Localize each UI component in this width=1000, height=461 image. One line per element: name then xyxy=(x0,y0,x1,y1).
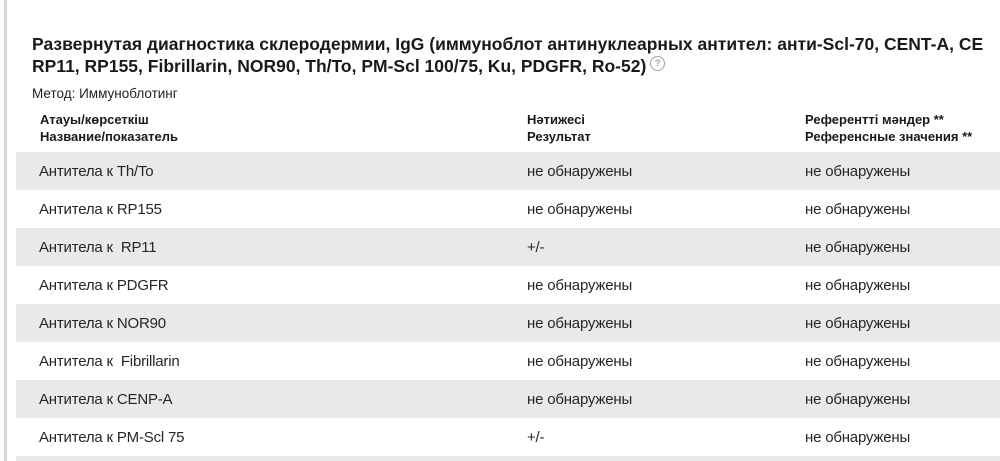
analyte-name: Антитела к PM-Scl 75 xyxy=(39,428,185,446)
reference-value: не обнаружены xyxy=(805,352,911,370)
table-row: Антитела к Fibrillarin не обнаружены не … xyxy=(16,342,1000,380)
result-value: не обнаружены xyxy=(527,200,633,218)
analyte-name: Антитела к RP11 xyxy=(39,238,157,256)
reference-value: не обнаружены xyxy=(805,390,911,408)
column-header-result: Нәтижесі Результат xyxy=(527,111,805,145)
reference-value: не обнаружены xyxy=(805,276,911,294)
test-title-line-2: RP11, RP155, Fibrillarin, NOR90, Th/To, … xyxy=(32,55,1000,77)
test-title-line-1: Развернутая диагностика склеродермии, Ig… xyxy=(32,34,984,54)
test-title-line-2-text: RP11, RP155, Fibrillarin, NOR90, Th/To, … xyxy=(32,56,647,76)
table-row: Антитела к NOR90 не обнаружены не обнару… xyxy=(16,304,1000,342)
reference-value: не обнаружены xyxy=(805,162,911,180)
result-value: не обнаружены xyxy=(527,314,633,332)
analyte-name: Антитела к CENP-A xyxy=(39,390,173,408)
column-header-reference-kk: Референтті мәндер ** xyxy=(805,112,944,127)
column-header-reference-ru: Референсные значения ** xyxy=(805,129,973,144)
reference-value: не обнаружены xyxy=(805,238,911,256)
result-value: не обнаружены xyxy=(527,352,633,370)
column-header-name: Атауы/көрсеткіш Название/показатель xyxy=(16,111,527,145)
column-header-reference: Референтті мәндер ** Референсные значени… xyxy=(805,111,1000,145)
reference-value: не обнаружены xyxy=(805,428,911,446)
table-row: Антитела к RP11 +/- не обнаружены xyxy=(16,228,1000,266)
result-value: не обнаружены xyxy=(527,390,633,408)
lab-results-panel: Развернутая диагностика склеродермии, Ig… xyxy=(16,0,1000,461)
result-value: +/- xyxy=(527,238,545,256)
analyte-name: Антитела к RP155 xyxy=(39,200,162,218)
test-title: Развернутая диагностика склеродермии, Ig… xyxy=(16,33,1000,77)
table-header: Атауы/көрсеткіш Название/показатель Нәти… xyxy=(16,111,1000,145)
reference-value: не обнаружены xyxy=(805,314,911,332)
method-label: Метод: Иммуноблотинг xyxy=(32,86,178,101)
table-row: Антитела к CENP-A не обнаружены не обнар… xyxy=(16,380,1000,418)
table-row: Антитела к PDGFR не обнаружены не обнару… xyxy=(16,266,1000,304)
analyte-name: Антитела к Th/To xyxy=(39,162,154,180)
column-header-result-kk: Нәтижесі xyxy=(527,112,585,127)
column-header-name-kk: Атауы/көрсеткіш xyxy=(40,112,149,127)
table-row: Антитела к PM-Scl 75 +/- не обнаружены xyxy=(16,418,1000,456)
result-value: +/- xyxy=(527,428,545,446)
table-row: Антитела к RP155 не обнаружены не обнару… xyxy=(16,190,1000,228)
table-row: Антитела к Th/To не обнаружены не обнару… xyxy=(16,152,1000,190)
reference-value: не обнаружены xyxy=(805,200,911,218)
table-body: Антитела к Th/To не обнаружены не обнару… xyxy=(16,152,1000,461)
help-question-icon[interactable]: ? xyxy=(650,56,666,71)
result-value: не обнаружены xyxy=(527,162,633,180)
analyte-name: Антитела к Fibrillarin xyxy=(39,352,180,370)
analyte-name: Антитела к NOR90 xyxy=(39,314,166,332)
result-value: не обнаружены xyxy=(527,276,633,294)
analyte-name: Антитела к PDGFR xyxy=(39,276,169,294)
column-header-name-ru: Название/показатель xyxy=(40,129,179,144)
page-edge-divider xyxy=(4,0,7,461)
table-row-partial xyxy=(16,456,1000,461)
column-header-result-ru: Результат xyxy=(527,129,591,144)
